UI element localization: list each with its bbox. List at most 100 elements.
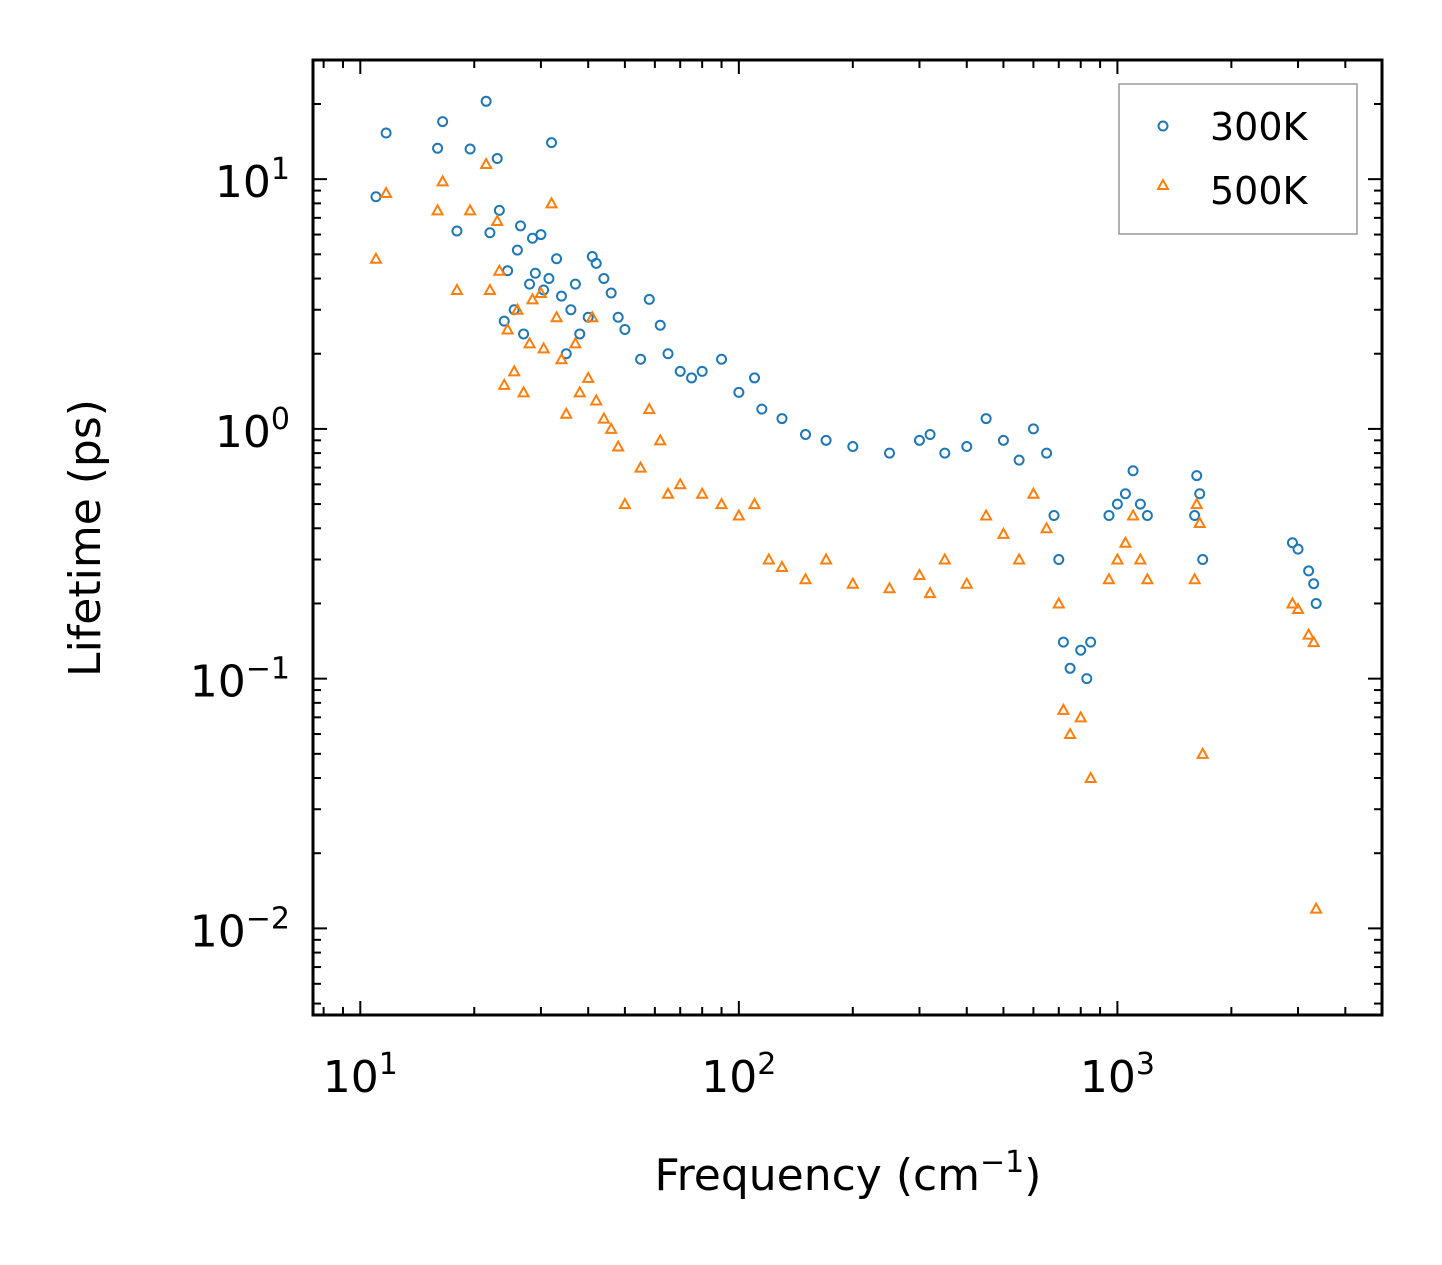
- data-point-500k: [673, 477, 687, 490]
- data-point-500k: [1285, 596, 1300, 609]
- data-point-500k: [507, 364, 521, 377]
- data-point-500k: [516, 385, 531, 398]
- data-point-300k: [1081, 673, 1093, 685]
- data-point-500k: [747, 497, 762, 510]
- data-point-500k: [912, 567, 927, 581]
- data-point-300k: [1310, 597, 1322, 609]
- data-point-500k: [1052, 596, 1066, 609]
- data-point-300k: [820, 434, 832, 446]
- data-point-300k: [1041, 447, 1053, 459]
- data-point-500k: [1309, 901, 1323, 914]
- data-point-300k: [1189, 510, 1201, 522]
- y-tick-label: 101: [215, 152, 290, 208]
- data-point-500k: [497, 377, 511, 390]
- data-point-500k: [568, 336, 583, 349]
- data-point-500k: [611, 439, 625, 452]
- data-point-500k: [581, 370, 595, 383]
- data-point-300k: [1134, 498, 1146, 510]
- data-point-500k: [604, 421, 618, 434]
- data-point-500k: [996, 526, 1011, 539]
- data-point-300k: [847, 441, 859, 453]
- data-point-300k: [565, 304, 577, 316]
- data-point-300k: [643, 293, 655, 305]
- data-point-300k: [1303, 565, 1315, 577]
- data-point-500k: [819, 552, 833, 565]
- data-point-300k: [437, 116, 449, 128]
- data-point-500k: [369, 251, 383, 264]
- data-point-300k: [574, 328, 586, 340]
- data-point-300k: [961, 441, 973, 453]
- data-point-500k: [1039, 521, 1054, 534]
- data-point-500k: [450, 282, 464, 295]
- data-point-500k: [597, 411, 611, 424]
- data-point-300k: [776, 413, 788, 425]
- data-point-300k: [1027, 423, 1039, 435]
- data-point-500k: [525, 292, 540, 305]
- data-point-500k: [435, 174, 450, 187]
- data-point-500k: [430, 203, 445, 216]
- data-point-300k: [598, 273, 610, 285]
- data-point-500k: [1118, 535, 1133, 548]
- data-point-500k: [1291, 601, 1305, 615]
- data-point-300k: [484, 227, 496, 239]
- data-point-500k: [642, 402, 656, 415]
- data-point-500k: [549, 310, 564, 323]
- data-point-300k: [612, 311, 624, 323]
- data-points-layer: [369, 95, 1323, 914]
- data-point-300k: [1119, 488, 1131, 500]
- data-point-300k: [451, 225, 463, 237]
- x-tick-exponent: 1: [379, 1047, 398, 1082]
- data-point-300k: [1191, 470, 1203, 482]
- data-point-300k: [1085, 636, 1097, 648]
- data-point-500k: [923, 586, 937, 599]
- data-point-300k: [493, 204, 505, 216]
- data-point-300k: [662, 348, 674, 360]
- data-point-500k: [1195, 746, 1210, 759]
- data-point-500k: [882, 581, 897, 594]
- data-point-500k: [1126, 508, 1140, 521]
- data-point-300k: [1197, 553, 1209, 565]
- data-point-300k: [1292, 543, 1304, 555]
- data-point-500k: [1193, 515, 1207, 528]
- data-point-500k: [573, 385, 587, 398]
- x-tick-label: 101: [323, 1047, 398, 1103]
- data-point-300k: [380, 127, 392, 139]
- data-point-500k: [938, 552, 952, 565]
- data-point-300k: [1013, 454, 1025, 466]
- data-point-300k: [924, 428, 936, 440]
- data-point-500k: [1301, 627, 1316, 640]
- data-point-500k: [510, 302, 525, 315]
- data-point-500k: [618, 497, 632, 510]
- legend: 300K 500K: [1118, 83, 1358, 235]
- y-tick-label: 10−1: [190, 652, 290, 708]
- legend-marker-300k: [1157, 120, 1169, 132]
- data-point-300k: [480, 95, 492, 107]
- data-point-500k: [559, 406, 573, 419]
- data-point-300k: [543, 273, 555, 285]
- data-point-500k: [1074, 710, 1088, 723]
- data-point-300k: [1103, 510, 1115, 522]
- data-point-300k: [654, 319, 666, 331]
- data-point-500k: [732, 508, 746, 521]
- data-point-300k: [716, 353, 728, 365]
- data-point-500k: [798, 572, 813, 585]
- data-point-300k: [883, 447, 895, 459]
- legend-marker-500k: [1156, 177, 1170, 190]
- data-point-300k: [432, 142, 444, 154]
- data-point-300k: [551, 253, 563, 265]
- data-point-500k: [775, 559, 789, 572]
- series-500k: [369, 156, 1323, 914]
- data-point-500k: [585, 310, 599, 323]
- data-point-500k: [1133, 552, 1148, 565]
- x-axis-title-superscript: −1: [980, 1145, 1024, 1180]
- data-point-500k: [1063, 726, 1077, 740]
- x-tick-exponent: 2: [757, 1047, 776, 1082]
- data-point-500k: [1102, 572, 1116, 585]
- data-point-300k: [635, 353, 647, 365]
- data-point-300k: [590, 257, 602, 269]
- data-point-300k: [749, 372, 761, 384]
- data-point-300k: [569, 278, 581, 290]
- data-point-500k: [1187, 572, 1202, 585]
- data-point-300k: [1308, 578, 1320, 590]
